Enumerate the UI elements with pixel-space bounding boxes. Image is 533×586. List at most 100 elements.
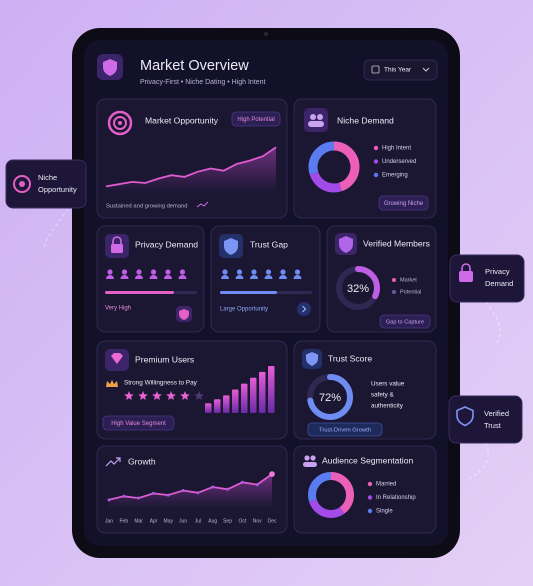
bar (259, 371, 266, 413)
people-icon (310, 455, 316, 461)
target-icon (13, 175, 31, 193)
growth-icon (105, 457, 121, 467)
donut-segment (308, 472, 354, 518)
level-label: Very High (105, 306, 131, 312)
line (105, 146, 277, 188)
x-tick-label: Mar (134, 518, 143, 524)
card-title: Audience Segmentation (322, 455, 413, 465)
star (194, 391, 204, 400)
ring-label: 72% (319, 392, 341, 404)
bar (232, 389, 239, 413)
card-title: Premium Users (135, 354, 194, 364)
card-title: Privacy Demand (135, 239, 198, 249)
person-icon (250, 275, 258, 279)
note: authenticity (371, 403, 404, 410)
target-icon (118, 121, 122, 125)
person-icon (179, 269, 186, 275)
card-title: Verified Members (363, 238, 430, 248)
ring-value (336, 266, 380, 310)
person-icon (136, 269, 142, 275)
crown-icon (106, 380, 118, 387)
person-icon (279, 275, 287, 279)
shield-icon (456, 406, 474, 427)
star (180, 391, 190, 400)
lock-icon (461, 263, 471, 271)
card-title: Trust Gap (250, 239, 288, 249)
point (255, 483, 259, 487)
note: safety & (371, 392, 395, 399)
ring-value (307, 374, 353, 420)
people-icon (303, 462, 317, 467)
point (166, 493, 170, 497)
arrow-button[interactable] (297, 302, 311, 316)
legend-dot (373, 145, 379, 151)
period-dropdown[interactable] (363, 59, 438, 81)
line (108, 473, 273, 501)
bar (268, 365, 275, 413)
people-icon (308, 121, 324, 127)
note: Users value (371, 381, 405, 388)
badge-label: Verified (484, 409, 509, 418)
badge-label: Opportunity (38, 185, 77, 194)
button-label: Trust-Driven Growth (319, 428, 371, 434)
bar (241, 383, 248, 413)
bar (223, 395, 230, 413)
legend-dot (373, 172, 379, 178)
point (211, 485, 215, 489)
people-icon (310, 114, 316, 120)
shield-icon (103, 59, 117, 76)
person-icon (150, 269, 157, 275)
person-icon (135, 275, 143, 279)
person-icon (121, 269, 128, 275)
x-tick-label: May (164, 518, 174, 524)
lock-icon (459, 271, 473, 282)
page-subtitle: Privacy-First • Niche Dating • High Inte… (140, 79, 266, 86)
point (269, 471, 275, 477)
person-icon (280, 269, 286, 275)
point (107, 498, 111, 502)
person-icon (221, 275, 229, 279)
donut-segment (308, 141, 360, 193)
target-icon (113, 116, 127, 130)
x-tick-label: Jul (195, 518, 201, 524)
donut-segment (308, 141, 360, 193)
person-icon (294, 269, 301, 275)
point (151, 491, 155, 495)
badge-label: Demand (485, 279, 513, 288)
bar (214, 399, 221, 413)
bar (250, 377, 257, 413)
button[interactable] (379, 314, 431, 329)
card-title: Market Opportunity (145, 115, 219, 125)
button[interactable] (378, 195, 429, 211)
calendar-icon (371, 65, 380, 74)
diamond-icon (111, 353, 123, 364)
page-title: Market Overview (140, 58, 249, 74)
legend-label: Emerging (382, 173, 408, 179)
people-icon (304, 108, 328, 132)
person-icon (107, 269, 113, 275)
point (137, 496, 141, 500)
level-label: Large Opportunity (220, 307, 268, 313)
legend-label: In Relationship (376, 495, 416, 501)
x-tick-label: Jun (179, 518, 187, 524)
rating-stars (124, 391, 204, 400)
star (166, 391, 176, 400)
person-icon (120, 275, 129, 279)
point (226, 487, 230, 491)
button-label: Growing Niche (384, 201, 424, 207)
connector (485, 301, 501, 346)
person-icon (165, 269, 171, 275)
legend-dot (367, 508, 373, 514)
legend-dot (373, 159, 379, 164)
floating-badge (448, 395, 523, 444)
legend-label: Market (400, 277, 417, 283)
x-tick-label: Feb (120, 518, 129, 524)
legend-label: Potential (400, 289, 421, 295)
legend-label: Married (376, 482, 396, 488)
person-icon (149, 275, 158, 279)
shield-icon (339, 236, 353, 253)
button[interactable] (307, 422, 383, 437)
legend-label: High Intent (382, 146, 411, 152)
